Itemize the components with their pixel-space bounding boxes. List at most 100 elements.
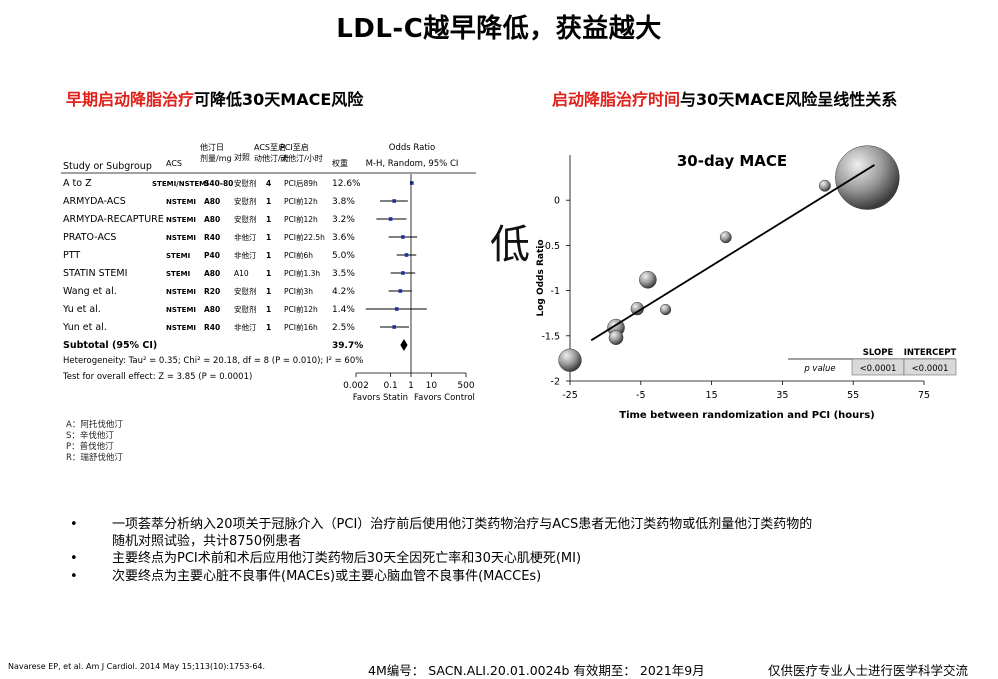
drug-abbreviation-legend: A：阿托伐他汀 S：辛伐他汀 P：普伐他汀 R：瑞舒伐他汀 — [66, 420, 123, 464]
forest-pci-hours: PCI前6h — [284, 250, 313, 260]
forest-acs-days: 1 — [266, 287, 271, 296]
drug-legend-item: A：阿托伐他汀 — [66, 420, 123, 430]
bubble-data-point — [639, 270, 657, 289]
forest-weight: 4.2% — [332, 287, 355, 297]
forest-header-odds-ratio: Odds Ratio — [389, 143, 435, 153]
forest-weight: 1.4% — [332, 305, 355, 315]
bubble-x-tick-label: -25 — [562, 390, 578, 401]
forest-study-name: A to Z — [63, 178, 92, 189]
drug-legend-item: S：辛伐他汀 — [66, 431, 114, 441]
forest-weight: 3.8% — [332, 197, 355, 207]
stray-glyph: 低 — [490, 222, 530, 268]
forest-point-estimate — [398, 289, 403, 293]
forest-overall-effect: Test for overall effect: Z = 3.85 (P = 0… — [62, 372, 252, 382]
forest-acs-days: 1 — [266, 305, 271, 314]
bubble-y-tick-label: -1 — [551, 286, 560, 297]
forest-study-name: Wang et al. — [63, 286, 117, 297]
forest-study-name: PTT — [63, 250, 80, 261]
bubble-x-tick-label: 15 — [706, 390, 718, 401]
forest-subtotal-diamond — [400, 339, 408, 351]
bullet-list: 一项荟萃分析纳入20项关于冠脉介入（PCI）治疗前后使用他汀类药物治疗与ACS患… — [70, 517, 950, 586]
forest-pci-hours: PCI后89h — [284, 178, 318, 188]
forest-pci-hours: PCI前16h — [284, 322, 318, 332]
forest-favors-right: Favors Control — [414, 393, 475, 403]
forest-acs-type: NSTEMI — [166, 324, 196, 332]
bubble-data-point — [719, 231, 732, 244]
forest-header-control: 对照 — [234, 152, 250, 162]
forest-study-name: ARMYDA-RECAPTURE — [63, 214, 164, 225]
forest-dose: A80 — [204, 269, 220, 278]
forest-control: 安慰剂 — [234, 178, 257, 188]
forest-dose: R20 — [204, 287, 220, 296]
left-subtitle-highlight: 早期启动降脂治疗 — [66, 90, 195, 109]
forest-acs-days: 1 — [266, 251, 271, 260]
forest-dose: R40 — [204, 233, 220, 242]
citation: Navarese EP, et al. Am J Cardiol. 2014 M… — [8, 662, 266, 671]
forest-x-tick-label: 1 — [408, 381, 414, 391]
forest-dose: R40 — [204, 323, 220, 332]
drug-legend-item: P：普伐他汀 — [66, 442, 114, 452]
forest-header-weight: 权重 — [332, 158, 348, 168]
forest-control: 安慰剂 — [234, 304, 257, 314]
forest-point-estimate — [401, 235, 405, 239]
pvalue-table-value: <0.0001 — [912, 364, 949, 374]
forest-weight: 12.6% — [332, 179, 361, 189]
forest-weight: 3.2% — [332, 215, 355, 225]
bubble-x-tick-label: 75 — [918, 390, 930, 401]
bubble-x-tick-label: 35 — [776, 390, 788, 401]
bullet-text: 一项荟萃分析纳入20项关于冠脉介入（PCI）治疗前后使用他汀类药物治疗与ACS患… — [112, 517, 813, 532]
bubble-chart: 30-day MACE 0 -0.5 -1 -1.5 -2-25 -5 15 35 55 75 Tim… — [536, 145, 957, 421]
forest-point-estimate — [394, 307, 399, 311]
forest-dose: S40-80 — [204, 179, 233, 188]
bullet-text: 次要终点为主要心脏不良事件(MACEs)或主要心脑血管不良事件(MACCEs) — [112, 568, 542, 584]
forest-acs-type: NSTEMI — [166, 306, 196, 314]
forest-dose: A80 — [204, 215, 220, 224]
pvalue-table-cell — [903, 358, 957, 376]
forest-control: 非他汀 — [234, 250, 257, 260]
forest-study-name: PRATO-ACS — [63, 232, 116, 243]
forest-pci-hours: PCI前1.3h — [284, 268, 320, 278]
document-code: 4M编号： SACN.ALI.20.01.0024b 有效期至： 2021年9月 — [368, 663, 705, 678]
usage-disclaimer: 仅供医疗专业人士进行医学科学交流 — [768, 663, 969, 678]
drug-legend-item: R：瑞舒伐他汀 — [66, 453, 123, 463]
forest-point-estimate — [401, 271, 405, 275]
forest-point-estimate — [388, 217, 393, 221]
forest-acs-type: NSTEMI — [166, 234, 196, 242]
forest-control: 安慰剂 — [234, 196, 257, 206]
forest-dose: A80 — [204, 305, 220, 314]
forest-pci-hours: PCI前12h — [284, 196, 318, 206]
bubble-chart-title: 30-day MACE — [677, 152, 787, 170]
forest-x-tick-label: 500 — [457, 381, 474, 391]
forest-acs-type: STEMI/NSTEMI — [152, 180, 209, 188]
forest-acs-days: 1 — [266, 197, 271, 206]
forest-acs-type: STEMI — [166, 270, 190, 278]
bubble-y-tick-label: -0.5 — [541, 241, 560, 252]
bubble-data-point — [608, 330, 624, 345]
bubble-y-axis-label: Log Odds Ratio — [536, 239, 546, 316]
forest-acs-days: 4 — [266, 179, 271, 188]
forest-study-name: STATIN STEMI — [63, 268, 127, 279]
forest-header-acs-days: ACS至启动他汀/天 — [254, 142, 289, 163]
forest-pci-hours: PCI前22.5h — [284, 232, 325, 242]
bubble-x-tick-label: -5 — [636, 390, 645, 401]
pvalue-table-row-label: p value — [803, 364, 835, 374]
left-subtitle-rest: 可降低30天MACE风险 — [194, 90, 364, 109]
forest-header-pci-hours: PCI至启动他汀/小时 — [280, 142, 323, 163]
bubble-data-point — [818, 179, 831, 192]
forest-weight: 2.5% — [332, 323, 355, 333]
forest-acs-days: 1 — [266, 323, 271, 332]
bullet-text-continued: 随机对照试验，共计8750例患者 — [112, 533, 302, 549]
right-subtitle-highlight: 启动降脂治疗时间 — [552, 90, 681, 109]
bubble-y-tick-label: 0 — [554, 196, 560, 207]
pvalue-table-value: <0.0001 — [860, 364, 897, 374]
forest-acs-days: 1 — [266, 269, 271, 278]
forest-study-name: Yu et al. — [62, 304, 101, 315]
forest-header-acs: ACS — [166, 159, 182, 168]
bubble-data-point — [835, 145, 900, 210]
forest-study-name: ARMYDA-ACS — [63, 196, 126, 207]
forest-point-estimate — [410, 181, 414, 185]
forest-weight: 3.6% — [332, 233, 355, 243]
forest-control: A10 — [234, 269, 249, 278]
forest-point-estimate — [392, 199, 397, 203]
bullet-item: 主要终点为PCI术前和术后应用他汀类药物后30天全因死亡率和30天心肌梗死(MI… — [70, 551, 950, 568]
